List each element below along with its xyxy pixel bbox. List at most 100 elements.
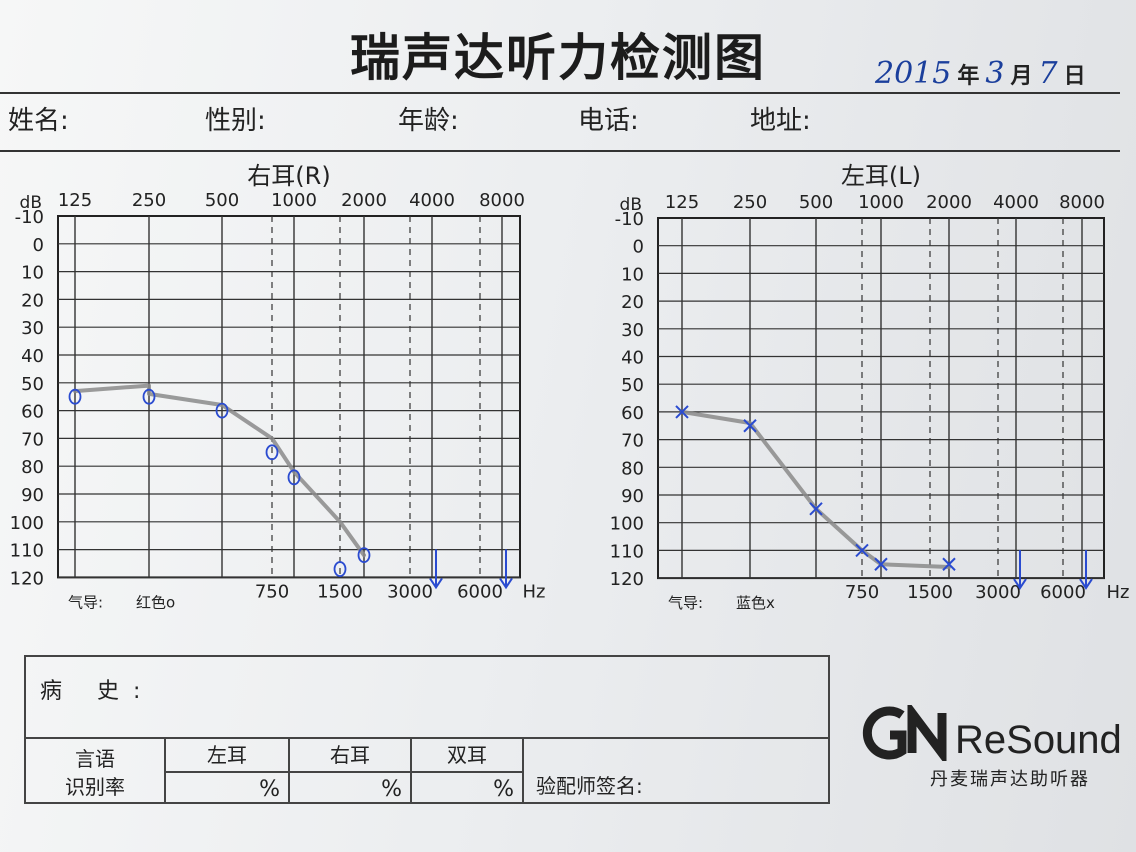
right-xtick-top-250: 250 — [132, 190, 166, 211]
right-marker-250 — [142, 388, 156, 405]
left-unit-db: dB — [620, 195, 642, 215]
left-no-response-arrow-4000 — [1013, 550, 1027, 590]
left-xtick-top-4000: 4000 — [993, 192, 1039, 213]
right-xtick-top-4000: 4000 — [409, 190, 455, 211]
signature-label: 验配师签名: — [536, 774, 643, 798]
speech-left-ear-cell: 左耳 % — [166, 739, 290, 804]
right-ytick-60: 60 — [21, 402, 44, 423]
left-xtick-top-8000: 8000 — [1059, 192, 1105, 213]
speech-left-ear-header: 左耳 — [166, 739, 288, 773]
left-ytick-80: 80 — [621, 458, 644, 479]
right-ytick-100: 100 — [10, 513, 44, 534]
speech-both-ears-cell: 双耳 % — [412, 739, 524, 804]
age-label: 年龄: — [398, 106, 459, 136]
right-marker-750 — [265, 444, 279, 461]
speech-right-ear-cell: 右耳 % — [290, 739, 412, 804]
left-ytick-120: 120 — [610, 569, 644, 590]
left-ytick-110: 110 — [610, 541, 644, 562]
left-ytick-50: 50 — [621, 375, 644, 396]
right-ytick--10: -10 — [15, 207, 44, 228]
right-no-response-arrow-8000 — [499, 549, 513, 590]
speech-left-ear-percent: % — [259, 777, 280, 802]
history-speech-box: 病 史: 言语 识别率 左耳 % 右耳 % 双耳 % — [24, 655, 830, 804]
right-ytick-30: 30 — [21, 318, 44, 339]
left-xtick-bottom-3000: 3000 — [975, 582, 1021, 603]
left-xtick-bottom-750: 750 — [845, 582, 879, 603]
right-ytick-80: 80 — [21, 457, 44, 478]
right-marker-1000 — [287, 469, 301, 486]
date-year: 2015 — [875, 56, 952, 91]
right-legend-prefix: 气导: — [68, 593, 103, 611]
right-marker-125 — [68, 388, 82, 405]
address-label: 地址: — [750, 106, 811, 136]
patient-info-bar: 姓名: 性别: 年龄: 电话: 地址: — [0, 92, 1120, 152]
left-ear-audiogram: 左耳(L) -10 0 10 20 30 40 50 60 70 80 90 100 110 120 dB 12… — [610, 162, 1130, 612]
right-plot-frame — [57, 215, 521, 579]
speech-recognition-label: 言语 识别率 — [26, 739, 166, 804]
right-ytick-10: 10 — [21, 263, 44, 284]
test-date: 2015 年 3 月 7 日 — [875, 56, 1092, 91]
right-ytick-40: 40 — [21, 346, 44, 367]
right-marker-2000 — [357, 547, 371, 564]
left-ytick-0: 0 — [633, 237, 644, 258]
right-marker-500 — [215, 402, 229, 419]
left-xtick-bottom-6000: 6000 — [1040, 582, 1086, 603]
left-marker-125 — [675, 405, 689, 419]
left-ytick--10: -10 — [615, 209, 644, 230]
date-day-unit: 日 — [1063, 64, 1086, 89]
brand-name: ReSound — [955, 718, 1122, 762]
left-hearing-curve — [680, 409, 951, 569]
left-marker-1000 — [874, 557, 888, 571]
left-marker-250 — [743, 419, 757, 433]
phone-label: 电话: — [578, 106, 639, 136]
right-unit-hz: Hz — [523, 581, 546, 602]
right-ear-audiogram: 右耳(R) -10 0 10 20 30 40 50 60 70 80 90 100 110 120 dB 12… — [10, 162, 546, 611]
left-xtick-top-2000: 2000 — [926, 192, 972, 213]
left-chart-title: 左耳(L) — [841, 162, 921, 190]
left-xtick-top-1000: 1000 — [858, 192, 904, 213]
right-ytick-50: 50 — [21, 374, 44, 395]
left-xtick-bottom-1500: 1500 — [907, 582, 953, 603]
speech-right-ear-header: 右耳 — [290, 739, 410, 773]
left-marker-2000 — [942, 557, 956, 571]
date-month-unit: 月 — [1010, 64, 1033, 89]
left-ytick-20: 20 — [621, 292, 644, 313]
left-ytick-90: 90 — [621, 486, 644, 507]
brand-subtitle: 丹麦瑞声达助听器 — [930, 769, 1090, 790]
gn-logo-icon — [862, 705, 947, 761]
speech-label-line2: 识别率 — [65, 775, 125, 799]
left-unit-hz: Hz — [1107, 582, 1130, 603]
speech-right-ear-percent: % — [381, 777, 402, 802]
right-xtick-bottom-3000: 3000 — [387, 581, 433, 602]
date-year-unit: 年 — [957, 64, 980, 89]
right-chart-title: 右耳(R) — [247, 162, 330, 190]
left-xtick-top-250: 250 — [733, 192, 767, 213]
left-ytick-70: 70 — [621, 431, 644, 452]
gender-label: 性别: — [205, 106, 266, 136]
history-label: 病 史: — [40, 679, 155, 704]
right-ytick-110: 110 — [10, 541, 44, 562]
left-legend-prefix: 气导: — [668, 594, 703, 612]
left-ytick-100: 100 — [610, 514, 644, 535]
right-xtick-top-125: 125 — [58, 190, 92, 211]
left-ytick-60: 60 — [621, 403, 644, 424]
right-no-response-arrow-4000 — [429, 549, 443, 590]
name-label: 姓名: — [8, 106, 69, 136]
left-marker-750 — [855, 543, 869, 558]
left-ytick-10: 10 — [621, 264, 644, 285]
right-ytick-20: 20 — [21, 290, 44, 311]
right-ytick-0: 0 — [33, 235, 44, 256]
left-xtick-top-500: 500 — [799, 192, 833, 213]
left-no-response-arrow-8000 — [1079, 550, 1093, 590]
left-xtick-top-125: 125 — [665, 192, 699, 213]
left-ytick-30: 30 — [621, 320, 644, 341]
right-xtick-top-1000: 1000 — [271, 190, 317, 211]
form-title: 瑞声达听力检测图 — [350, 29, 766, 87]
speech-recognition-row: 言语 识别率 左耳 % 右耳 % 双耳 % — [26, 737, 828, 804]
right-legend-text: 红色o — [136, 593, 175, 611]
right-xtick-bottom-1500: 1500 — [317, 581, 363, 602]
left-ytick-40: 40 — [621, 348, 644, 369]
right-hearing-curve — [73, 383, 366, 558]
speech-both-ears-percent: % — [493, 777, 514, 802]
